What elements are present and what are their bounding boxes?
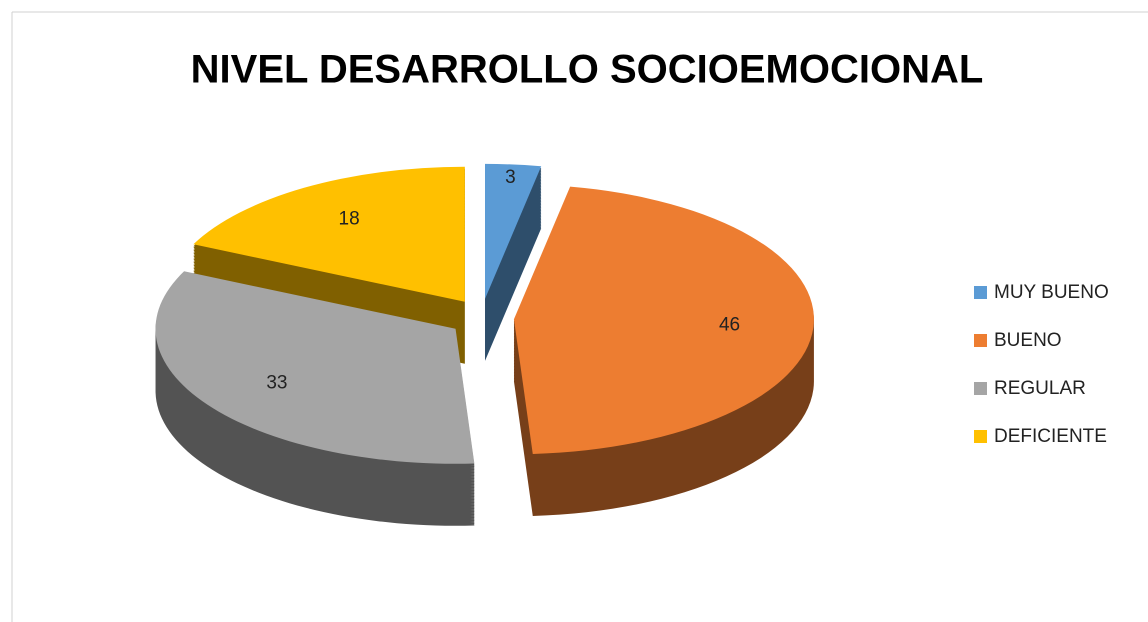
legend-swatch xyxy=(974,286,987,299)
legend-label: DEFICIENTE xyxy=(994,426,1107,447)
data-label: 3 xyxy=(505,167,516,188)
slice xyxy=(155,271,475,464)
legend-label: REGULAR xyxy=(994,378,1086,399)
data-label: 46 xyxy=(719,314,740,335)
legend-swatch xyxy=(974,382,987,395)
data-label: 33 xyxy=(266,372,287,393)
legend-label: BUENO xyxy=(994,330,1062,351)
slice xyxy=(193,166,465,302)
chart-title: NIVEL DESARROLLO SOCIOEMOCIONAL xyxy=(191,48,984,92)
legend-swatch xyxy=(974,334,987,347)
data-label: 18 xyxy=(339,209,360,230)
legend-swatch xyxy=(974,430,987,443)
slice xyxy=(513,186,814,454)
slice xyxy=(485,163,542,299)
legend-label: MUY BUENO xyxy=(994,282,1109,303)
